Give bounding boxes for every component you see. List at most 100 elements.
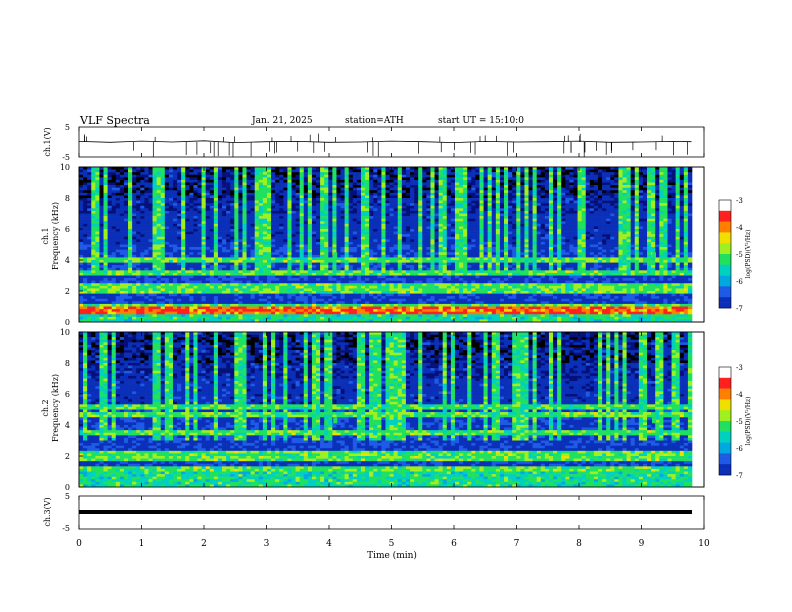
spectrogram-cell bbox=[91, 200, 96, 204]
spectrogram-cell bbox=[205, 221, 211, 225]
spectrogram-cell bbox=[303, 216, 309, 219]
spectrogram-cell bbox=[242, 254, 247, 258]
spectrogram-cell bbox=[95, 303, 100, 307]
spectrogram-cell bbox=[123, 200, 129, 204]
spectrogram-cell bbox=[209, 190, 215, 194]
spectrogram-cell bbox=[160, 306, 166, 310]
spectrogram-cell bbox=[275, 260, 280, 263]
spectrogram-cell bbox=[328, 257, 333, 261]
spectrogram-cell bbox=[262, 221, 268, 225]
spectrogram-cell bbox=[222, 169, 227, 173]
spectrogram-cell bbox=[164, 298, 170, 302]
spectrogram-cell bbox=[381, 185, 386, 188]
spectrogram-cell bbox=[365, 311, 370, 315]
spectrogram-cell bbox=[189, 239, 194, 243]
spectrogram-cell bbox=[99, 241, 104, 245]
spectrogram-cell bbox=[152, 309, 157, 312]
spectrogram-cell bbox=[316, 247, 321, 250]
spectrogram-cell bbox=[177, 208, 182, 212]
spectrogram-cell bbox=[181, 221, 186, 225]
spectrogram-cell bbox=[266, 218, 272, 222]
spectrogram-cell bbox=[103, 285, 108, 289]
spectrogram-cell bbox=[369, 311, 374, 315]
spectrogram-cell bbox=[156, 275, 162, 279]
spectrogram-cell bbox=[320, 301, 325, 305]
spectrogram-cell bbox=[107, 298, 112, 302]
spectrogram-cell bbox=[156, 221, 162, 225]
spectrogram-cell bbox=[320, 208, 325, 212]
spectrogram-cell bbox=[397, 298, 403, 302]
spectrogram-cell bbox=[119, 239, 125, 243]
spectrogram-cell bbox=[352, 275, 358, 279]
spectrogram-cell bbox=[156, 179, 162, 183]
spectrogram-cell bbox=[213, 275, 219, 279]
spectrogram-cell bbox=[217, 182, 223, 186]
spectrogram-cell bbox=[262, 278, 268, 281]
spectrogram-cell bbox=[385, 249, 390, 253]
spectrogram-cell bbox=[246, 198, 251, 201]
spectrogram-cell bbox=[340, 218, 345, 222]
spectrogram-cell bbox=[258, 223, 264, 227]
spectrogram-cell bbox=[410, 262, 415, 266]
spectrogram-cell bbox=[377, 309, 382, 312]
spectrogram-cell bbox=[119, 169, 125, 173]
spectrogram-cell bbox=[373, 172, 378, 176]
spectrogram-cell bbox=[91, 254, 96, 258]
spectrogram-cell bbox=[103, 247, 108, 250]
spectrogram-cell bbox=[181, 226, 186, 230]
spectrogram-cell bbox=[189, 210, 194, 214]
spectrogram-cell bbox=[217, 254, 223, 258]
spectrogram-cell bbox=[115, 169, 121, 173]
spectrogram-cell bbox=[103, 167, 108, 170]
spectrogram-cell bbox=[401, 275, 407, 279]
spectrogram-cell bbox=[295, 185, 300, 188]
spectrogram-cell bbox=[291, 231, 296, 235]
spectrogram-cell bbox=[95, 314, 100, 318]
spectrogram-cell bbox=[226, 249, 231, 253]
spectrogram-cell bbox=[242, 309, 247, 312]
spectrogram-cell bbox=[299, 185, 305, 188]
spectrogram-cell bbox=[258, 291, 264, 294]
spectrogram-cell bbox=[222, 167, 227, 170]
spectrogram-cell bbox=[307, 288, 313, 292]
spectrogram-cell bbox=[148, 301, 153, 305]
spectrogram-cell bbox=[103, 185, 108, 188]
spectrogram-cell bbox=[393, 280, 399, 284]
spectrogram-cell bbox=[381, 296, 386, 300]
spectrogram-cell bbox=[275, 267, 280, 271]
spectrogram-cell bbox=[283, 192, 288, 196]
spectrogram-cell bbox=[369, 210, 374, 214]
spectrogram-cell bbox=[242, 179, 247, 183]
spectrogram-cell bbox=[410, 234, 415, 238]
spectrogram-cell bbox=[291, 267, 296, 271]
spectrogram-cell bbox=[258, 265, 264, 269]
spectrogram-cell bbox=[132, 177, 137, 181]
spectrogram-cell bbox=[144, 265, 149, 269]
spectrogram-cell bbox=[95, 254, 100, 258]
spectrogram-cell bbox=[119, 270, 125, 274]
spectrogram-cell bbox=[156, 169, 162, 173]
spectrogram-cell bbox=[307, 272, 313, 276]
spectrogram-cell bbox=[226, 229, 231, 232]
spectrogram-cell bbox=[242, 229, 247, 232]
spectrogram-cell bbox=[152, 198, 157, 201]
spectrogram-cell bbox=[119, 285, 125, 289]
spectrogram-cell bbox=[185, 198, 190, 201]
spectrogram-cell bbox=[389, 311, 394, 315]
spectrogram-cell bbox=[324, 205, 329, 209]
spectrogram-cell bbox=[397, 244, 403, 248]
spectrogram-cell bbox=[307, 213, 313, 217]
spectrogram-cell bbox=[266, 241, 272, 245]
spectrogram-cell bbox=[266, 190, 272, 194]
spectrogram-cell bbox=[397, 208, 403, 212]
spectrogram-cell bbox=[410, 223, 415, 227]
spectrogram-cell bbox=[152, 167, 157, 170]
spectrogram-cell bbox=[128, 241, 133, 245]
spectrogram-cell bbox=[238, 311, 243, 315]
spectrogram-cell bbox=[238, 260, 243, 263]
spectrogram-cell bbox=[410, 257, 415, 261]
spectrogram-cell bbox=[246, 291, 251, 294]
spectrogram-cell bbox=[177, 254, 182, 258]
spectrogram-cell bbox=[336, 167, 341, 170]
spectrogram-cell bbox=[316, 236, 321, 240]
